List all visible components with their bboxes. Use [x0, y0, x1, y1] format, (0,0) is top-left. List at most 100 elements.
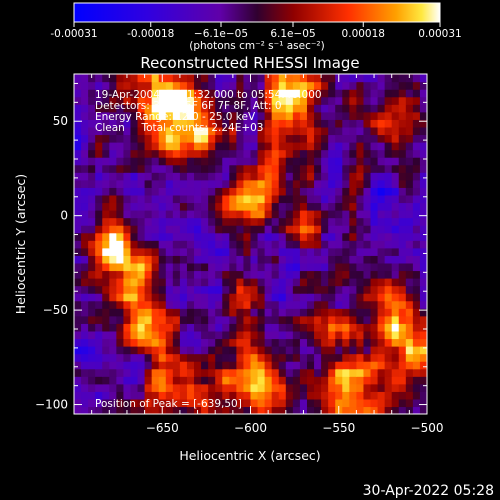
heatmap-cell — [172, 247, 181, 256]
heatmap-cell — [236, 194, 245, 204]
heatmap-cell — [419, 240, 427, 249]
heatmap-cell — [165, 330, 174, 340]
heatmap-cell — [285, 142, 294, 151]
heatmap-cell — [158, 293, 167, 302]
heatmap-cell — [151, 330, 160, 340]
heatmap-cell — [299, 111, 308, 120]
heatmap-cell — [144, 353, 153, 362]
heatmap-cell — [405, 134, 414, 143]
heatmap-cell — [81, 210, 89, 219]
heatmap-cell — [335, 126, 343, 136]
heatmap-cell — [109, 89, 117, 98]
heatmap-cell — [158, 323, 167, 332]
heatmap-cell — [130, 179, 139, 188]
heatmap-cell — [384, 210, 393, 219]
heatmap-cell — [306, 89, 315, 98]
heatmap-cell — [299, 323, 308, 332]
heatmap-cell — [179, 346, 188, 355]
heatmap-cell — [398, 353, 407, 362]
heatmap-cell — [116, 247, 125, 256]
heatmap-cell — [116, 308, 125, 317]
heatmap-cell — [95, 210, 103, 219]
heatmap-cell — [243, 210, 252, 219]
annotation-time-range: 19-Apr-2004 05:51:32.000 to 05:54:48.000 — [95, 89, 322, 101]
heatmap-cell — [215, 134, 223, 143]
heatmap-cell — [412, 361, 421, 370]
heatmap-cell — [186, 164, 195, 173]
heatmap-cell — [144, 315, 153, 324]
heatmap-cell — [384, 361, 393, 370]
heatmap-cell — [95, 134, 103, 143]
y-axis-label: Heliocentric Y (arcsec) — [13, 174, 28, 314]
heatmap-cell — [137, 368, 146, 377]
heatmap-cell — [391, 323, 400, 332]
heatmap-cell — [222, 323, 230, 332]
heatmap-cell — [391, 338, 400, 347]
heatmap-cell — [102, 74, 110, 83]
heatmap-cell — [243, 179, 252, 188]
heatmap-cell — [215, 240, 223, 249]
heatmap-cell — [306, 391, 315, 400]
heatmap-cell — [186, 262, 195, 272]
heatmap-cell — [264, 353, 273, 362]
heatmap-cell — [158, 89, 167, 98]
heatmap-cell — [271, 126, 280, 136]
heatmap-cell — [88, 172, 96, 181]
heatmap-cell — [321, 323, 329, 332]
chart-title: Reconstructed RHESSI Image — [140, 54, 359, 72]
heatmap-cell — [95, 406, 103, 414]
heatmap-cell — [158, 119, 167, 128]
heatmap-cell — [377, 142, 386, 151]
heatmap-cell — [116, 89, 125, 98]
heatmap-cell — [123, 149, 132, 158]
heatmap-cell — [419, 149, 427, 158]
heatmap-cell — [314, 270, 322, 279]
heatmap-cell — [137, 164, 146, 173]
heatmap-cell — [363, 255, 372, 264]
heatmap-cell — [257, 210, 266, 219]
heatmap-cell — [172, 361, 181, 370]
heatmap-cell — [179, 285, 188, 294]
heatmap-cell — [215, 142, 223, 151]
heatmap-cell — [243, 126, 252, 136]
heatmap-cell — [250, 315, 259, 324]
heatmap-cell — [398, 323, 407, 332]
heatmap-cell — [130, 247, 139, 256]
heatmap-cell — [95, 391, 103, 400]
heatmap-cell — [243, 323, 252, 332]
heatmap-cell — [109, 96, 117, 105]
heatmap-cell — [321, 240, 329, 249]
heatmap-cell — [158, 179, 167, 188]
heatmap-cell — [109, 330, 117, 340]
heatmap-cell — [179, 255, 188, 264]
heatmap-cell — [292, 361, 301, 370]
heatmap-cell — [222, 270, 230, 279]
heatmap-cell — [377, 255, 386, 264]
heatmap-cell — [116, 126, 125, 136]
heatmap-cell — [236, 111, 245, 120]
heatmap-cell — [222, 398, 230, 408]
heatmap-cell — [321, 134, 329, 143]
heatmap-cell — [384, 89, 393, 98]
heatmap-cell — [427, 308, 435, 316]
heatmap-cell — [215, 126, 223, 136]
heatmap-cell — [116, 255, 125, 264]
heatmap-cell — [321, 194, 329, 204]
heatmap-cell — [123, 74, 132, 83]
heatmap-cell — [384, 96, 393, 105]
heatmap-cell — [285, 240, 294, 249]
heatmap-cell — [391, 134, 400, 143]
heatmap-cell — [391, 187, 400, 196]
heatmap-cell — [257, 164, 266, 173]
heatmap-cell — [123, 111, 132, 120]
heatmap-cell — [299, 278, 308, 287]
heatmap-cell — [123, 398, 132, 408]
heatmap-cell — [74, 383, 82, 392]
heatmap-cell — [137, 149, 146, 158]
heatmap-cell — [229, 398, 237, 408]
heatmap-cell — [194, 187, 202, 196]
heatmap-cell — [377, 285, 386, 294]
heatmap-cell — [88, 391, 96, 400]
heatmap-cell — [419, 270, 427, 279]
heatmap-cell — [363, 240, 372, 249]
